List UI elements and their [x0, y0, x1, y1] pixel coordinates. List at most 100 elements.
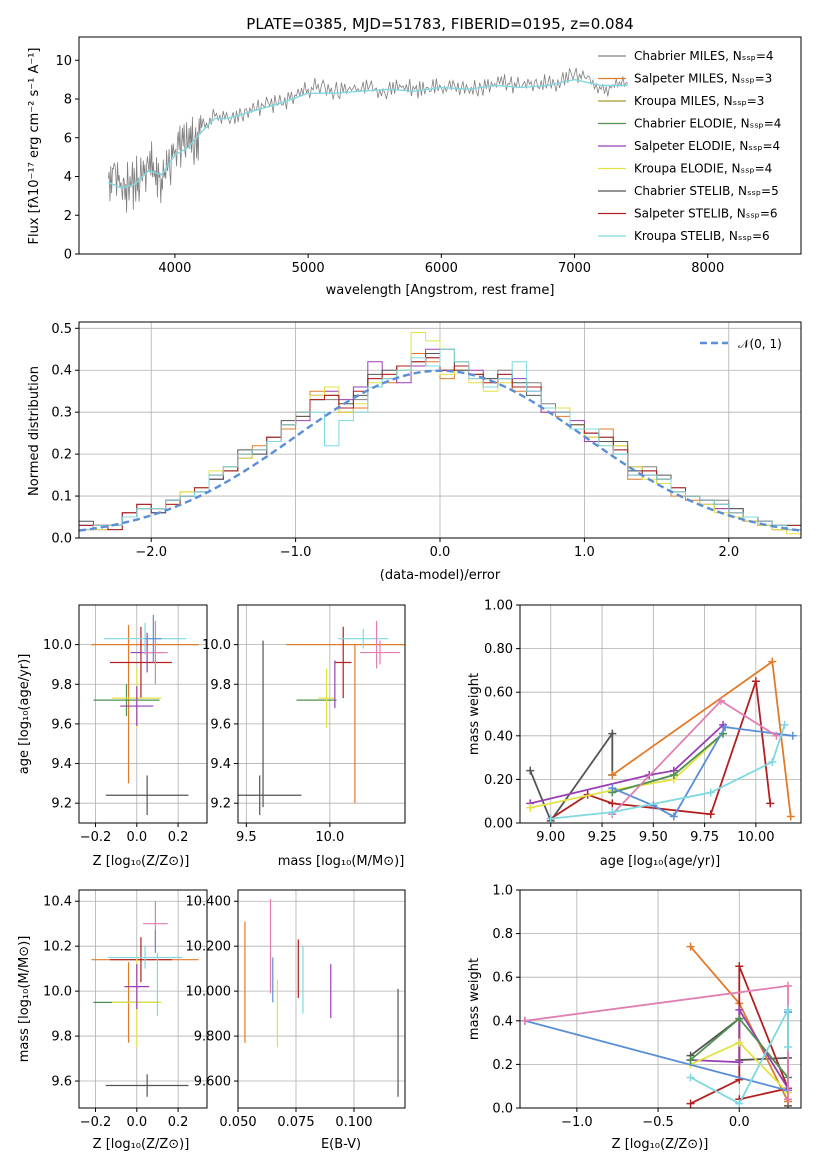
legend-label: Kroupa STELIB, Nₛₛₚ=6 [634, 229, 770, 243]
spectrum-title: PLATE=0385, MJD=51783, FIBERID=0195, z=0… [246, 15, 633, 33]
x-tick-label: 9.50 [639, 830, 668, 845]
plus-marker [520, 1016, 529, 1025]
y-tick-label: 10.200 [186, 940, 232, 955]
y-tick-label: 2 [64, 209, 72, 224]
legend-label: Salpeter STELIB, Nₛₛₚ=6 [634, 207, 778, 221]
legend-label: Kroupa MILES, Nₛₛₚ=3 [634, 94, 764, 108]
series-line [529, 730, 614, 823]
x-tick-label: 1.0 [574, 545, 595, 560]
plus-marker [735, 1058, 744, 1067]
y-tick-label: 9.8 [51, 678, 72, 693]
y-tick-label: 0.00 [484, 817, 513, 832]
y-tick-label: 1.0 [492, 884, 513, 899]
x-tick-label: 2.0 [718, 545, 739, 560]
age-z-xlabel: Z [log₁₀(Z/Z⊙)] [93, 854, 190, 869]
y-tick-label: 0.4 [51, 364, 72, 379]
plus-marker [780, 720, 789, 729]
legend-label: Salpeter MILES, Nₛₛₚ=3 [634, 72, 772, 86]
y-tick-label: 10.400 [186, 895, 232, 910]
y-tick-label: 10.0 [43, 985, 72, 1000]
weight-z-ylabel: mass weight [467, 958, 482, 1040]
legend-label: 𝒩(0, 1) [738, 337, 782, 351]
x-tick-label: 0.050 [219, 1115, 256, 1130]
x-tick-label: 6000 [425, 261, 458, 276]
x-tick-label: −1.0 [280, 545, 312, 560]
x-tick-label: 0.0 [430, 545, 451, 560]
x-tick-label: 8000 [691, 261, 724, 276]
axes-frame [519, 889, 802, 1109]
x-tick-label: 0.0 [126, 830, 147, 845]
plus-marker [686, 942, 695, 951]
mass-ebv-xlabel: E(B-V) [321, 1137, 361, 1152]
y-tick-label: 0.40 [484, 729, 513, 744]
x-tick-label: 0.100 [335, 1115, 372, 1130]
plus-marker [735, 1099, 744, 1108]
y-tick-label: 10.4 [43, 895, 72, 910]
series-line [524, 984, 789, 1100]
plus-marker [526, 803, 535, 812]
series-line [611, 660, 792, 817]
panel-6: 0.050 0.075 0.100 9.600 9.800 10.000 10.200 10.… [186, 889, 406, 1130]
plot-marks [244, 898, 399, 1097]
plus-marker [784, 981, 793, 990]
series-line [550, 681, 772, 820]
y-tick-label: 10.0 [202, 638, 231, 653]
y-tick-label: 0.0 [492, 1102, 513, 1117]
plus-marker [784, 1005, 793, 1014]
x-tick-label: 9.25 [588, 830, 617, 845]
y-tick-label: 6 [64, 131, 72, 146]
plus-marker [686, 1073, 695, 1082]
plus-marker [649, 801, 658, 810]
x-tick-label: 0.2 [168, 1115, 189, 1130]
plot-marks [91, 901, 199, 1097]
panel-1: 𝒩(0, 1) −2.0 −1.0 0.0 1.0 2.0 0.0 0.1 0.2 0.3 0.4 0… [51, 321, 802, 560]
x-tick-label: 4000 [158, 261, 191, 276]
y-tick-label: 9.2 [210, 797, 231, 812]
plus-marker [669, 771, 678, 780]
age-mass-xlabel: mass [log₁₀(M/M⊙)] [278, 854, 405, 869]
weight-z-xlabel: Z [log₁₀(Z/Z⊙)] [612, 1137, 709, 1152]
y-tick-label: 4 [64, 170, 72, 185]
plus-marker [784, 1095, 793, 1104]
spectrum-model-line [108, 78, 628, 189]
x-tick-label: 10.00 [737, 830, 774, 845]
axes-frame [237, 604, 406, 824]
y-tick-label: 9.600 [194, 1075, 231, 1090]
plus-marker [686, 1099, 695, 1108]
y-tick-label: 9.4 [210, 757, 231, 772]
spectrum-xlabel: wavelength [Angstrom, rest frame] [326, 283, 555, 298]
panel-5: −0.2 0.0 0.2 9.6 9.8 10.0 10.2 10.4 [43, 889, 208, 1130]
legend-label: Chabrier MILES, Nₛₛₚ=4 [634, 49, 774, 63]
plus-marker [608, 799, 617, 808]
panel-7: −1.0 −0.5 0.0 0.0 0.2 0.4 0.6 0.8 1.0 [492, 884, 802, 1130]
plus-marker [786, 812, 795, 821]
x-tick-label: 0.2 [168, 830, 189, 845]
normal-curve [79, 369, 801, 532]
plus-marker [686, 1056, 695, 1065]
axes-frame [78, 36, 802, 255]
y-tick-label: 9.6 [51, 1075, 72, 1090]
y-tick-label: 0.5 [51, 322, 72, 337]
weight-age-xlabel: age [log₁₀(age/yr)] [600, 854, 721, 869]
mass-z-ylabel: mass [log₁₀(M/M⊙)] [17, 936, 32, 1063]
residual-xlabel: (data-model)/error [380, 568, 501, 583]
plus-marker [721, 723, 730, 732]
plus-marker [608, 729, 617, 738]
residual-ylabel: Normed distribution [27, 366, 42, 496]
plot-marks [91, 614, 199, 816]
x-tick-label: 0.075 [277, 1115, 314, 1130]
x-tick-label: −2.0 [135, 545, 167, 560]
axes-frame [78, 889, 208, 1109]
plus-marker [526, 766, 535, 775]
plot-marks [107, 67, 628, 213]
y-tick-label: 10 [55, 54, 72, 69]
spectrum-data-line [107, 67, 628, 213]
y-tick-label: 0 [64, 248, 72, 263]
y-tick-label: 10.0 [43, 638, 72, 653]
y-tick-label: 0.6 [492, 971, 513, 986]
axes-frame [78, 604, 208, 824]
x-tick-label: −0.5 [642, 1115, 674, 1130]
y-tick-label: 9.6 [210, 717, 231, 732]
y-tick-label: 9.4 [51, 757, 72, 772]
